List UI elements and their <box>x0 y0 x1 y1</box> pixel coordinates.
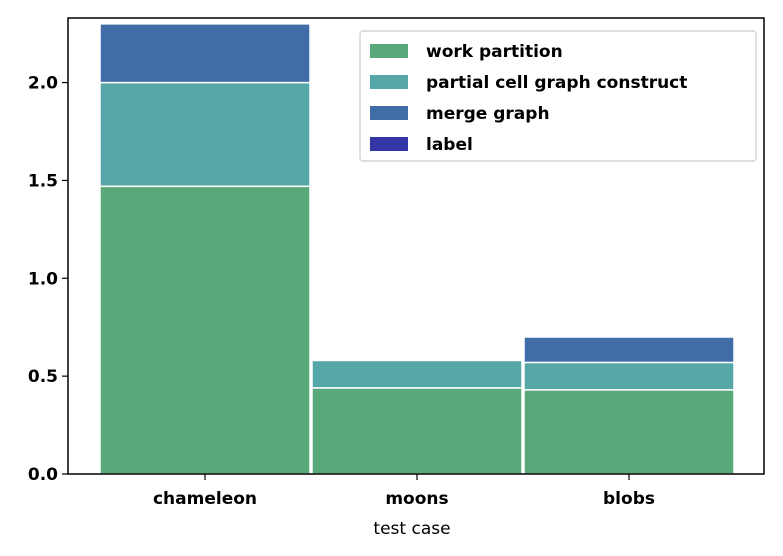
bars-layer <box>99 23 735 475</box>
bar-blobs-partial-cell-graph-construct <box>523 361 735 391</box>
legend: work partition partial cell graph constru… <box>359 30 757 162</box>
legend-swatch-merge-graph <box>370 106 408 120</box>
legend-swatch-work-partition <box>370 44 408 58</box>
legend-swatch-label <box>370 137 408 151</box>
legend-label-partial-cell-graph-construct: partial cell graph construct <box>426 73 687 93</box>
x-tick-label-blobs: blobs <box>603 489 655 509</box>
bar-blobs-work-partition <box>523 389 735 475</box>
y-tick-label: 0.0 <box>28 465 58 485</box>
legend-label-merge-graph: merge graph <box>426 104 550 124</box>
legend-label-label: label <box>426 135 473 155</box>
x-tick-label-chameleon: chameleon <box>153 489 257 509</box>
legend-box <box>359 30 757 162</box>
y-tick-label: 1.0 <box>28 269 58 289</box>
bar-moons-partial-cell-graph-construct <box>311 359 523 389</box>
bar-chameleon-work-partition <box>99 185 311 475</box>
bar-moons-work-partition <box>311 387 523 475</box>
legend-swatch-partial-cell-graph-construct <box>370 75 408 89</box>
x-tick-label-moons: moons <box>385 489 448 509</box>
y-tick-label: 1.5 <box>28 171 58 191</box>
x-axis-title: test case <box>373 519 450 539</box>
y-tick-label: 0.5 <box>28 367 58 387</box>
bar-chameleon-partial-cell-graph-construct <box>99 81 311 188</box>
bar-blobs-merge-graph <box>523 336 735 364</box>
axis-layer: 0.0 0.5 1.0 1.5 2.0 chameleon moons blobs <box>28 74 655 509</box>
bar-chameleon-merge-graph <box>99 23 311 84</box>
y-tick-label: 2.0 <box>28 74 58 94</box>
plot-frame <box>67 17 765 475</box>
legend-label-work-partition: work partition <box>426 42 563 62</box>
